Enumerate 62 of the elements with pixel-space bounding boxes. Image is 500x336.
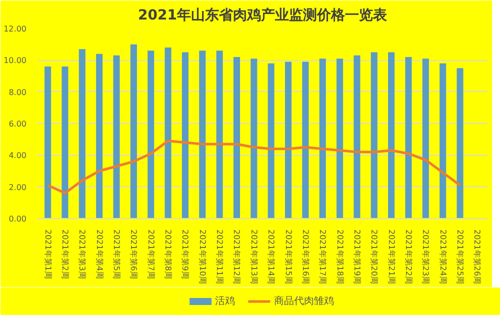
bar xyxy=(336,58,344,218)
y-tick-label: 8.00 xyxy=(8,88,26,97)
y-tick-label: 2.00 xyxy=(8,182,26,192)
bar xyxy=(182,52,188,218)
x-tick-label: 2021年第25周 xyxy=(456,230,465,284)
x-tick-label: 2021年第1周 xyxy=(43,230,52,279)
bar xyxy=(130,44,137,218)
line-series xyxy=(46,140,462,194)
y-tick-label: 10.00 xyxy=(4,56,27,66)
bar xyxy=(78,49,86,218)
x-tick-label: 2021年第24周 xyxy=(438,230,448,284)
bar xyxy=(354,55,360,218)
bar xyxy=(164,48,172,218)
bar xyxy=(268,63,274,218)
x-tick-label: 2021年第18周 xyxy=(335,230,344,284)
x-tick-label: 2021年第15周 xyxy=(284,230,293,284)
x-tick-label: 2021年第23周 xyxy=(421,230,430,284)
legend-label: 活鸡 xyxy=(215,295,236,307)
x-tick-label: 2021年第9周 xyxy=(180,230,190,279)
x-tick-label: 2021年第2周 xyxy=(60,230,70,279)
x-tick-label: 2021年第7周 xyxy=(146,230,156,279)
bar xyxy=(148,50,154,218)
bar xyxy=(440,63,446,218)
bar xyxy=(405,57,412,218)
bar xyxy=(96,54,103,218)
chart-title: 2021年山东省肉鸡产业监测价格一览表 xyxy=(138,6,388,24)
x-tick-label: 2021年第4周 xyxy=(94,230,104,279)
x-tick-label: 2021年第8周 xyxy=(164,230,173,279)
y-tick-label: 0.00 xyxy=(8,214,26,224)
bar xyxy=(216,50,223,218)
bar xyxy=(422,58,429,218)
bar xyxy=(199,50,206,218)
bar xyxy=(44,66,52,218)
y-tick-label: 12.00 xyxy=(4,24,27,34)
x-tick-label: 2021年第16周 xyxy=(300,230,310,284)
x-tick-label: 2021年第10周 xyxy=(198,230,207,284)
y-tick-label: 4.00 xyxy=(8,151,26,160)
bar xyxy=(113,55,120,218)
bar xyxy=(62,66,68,218)
x-tick-label: 2021年第26周 xyxy=(472,230,482,284)
bar xyxy=(319,58,326,218)
y-tick-label: 6.00 xyxy=(8,120,26,128)
bar xyxy=(388,52,395,218)
x-tick-label: 2021年第6周 xyxy=(129,230,138,279)
bar xyxy=(285,62,292,218)
legend-label: 商品代肉雏鸡 xyxy=(274,295,334,307)
x-tick-label: 2021年第22周 xyxy=(404,230,413,284)
x-tick-label: 2021年第20周 xyxy=(370,230,379,284)
x-tick-label: 2021年第19周 xyxy=(352,230,362,284)
bar xyxy=(456,68,464,218)
x-tick-label: 2021年第12周 xyxy=(232,230,242,284)
x-tick-label: 2021年第14周 xyxy=(266,230,276,284)
x-tick-label: 2021年第11周 xyxy=(215,230,224,284)
bar xyxy=(233,57,240,218)
x-tick-label: 2021年第21周 xyxy=(386,230,396,284)
x-tick-label: 2021年第3周 xyxy=(78,230,87,279)
x-tick-label: 2021年第5周 xyxy=(112,230,122,279)
bar xyxy=(250,58,258,218)
x-tick-label: 2021年第13周 xyxy=(249,230,258,284)
bar xyxy=(370,52,378,218)
bar xyxy=(302,62,309,218)
x-tick-label: 2021年第17周 xyxy=(318,230,328,284)
